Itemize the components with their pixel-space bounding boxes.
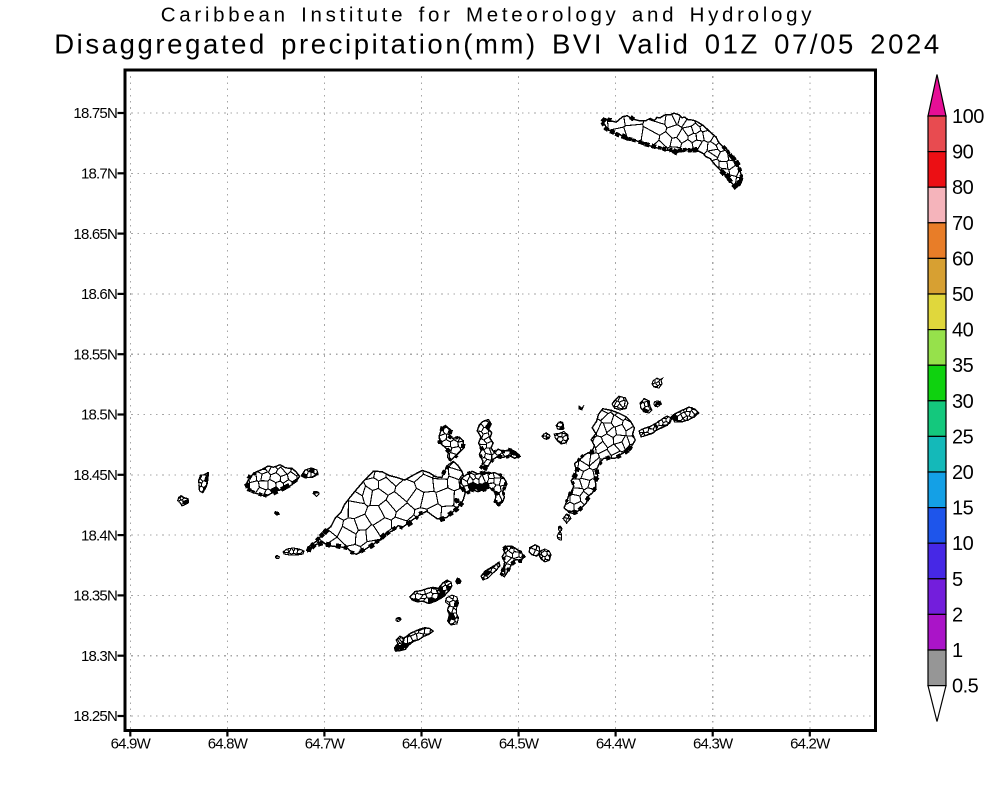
svg-text:18.75N: 18.75N [73, 105, 117, 122]
svg-text:18.35N: 18.35N [73, 588, 117, 605]
svg-text:64.9W: 64.9W [111, 736, 152, 753]
svg-text:64.3W: 64.3W [693, 736, 734, 753]
svg-text:64.7W: 64.7W [305, 736, 346, 753]
svg-text:60: 60 [952, 248, 974, 270]
svg-text:50: 50 [952, 284, 974, 306]
svg-text:18.4N: 18.4N [81, 527, 117, 544]
svg-text:18.3N: 18.3N [81, 648, 117, 665]
svg-text:Disaggregated precipitation(mm: Disaggregated precipitation(mm) BVI Vali… [54, 29, 942, 60]
svg-text:64.4W: 64.4W [596, 736, 637, 753]
svg-text:18.55N: 18.55N [73, 346, 117, 363]
svg-text:25: 25 [952, 426, 974, 448]
svg-text:40: 40 [952, 320, 974, 342]
svg-text:30: 30 [952, 391, 974, 413]
svg-text:18.25N: 18.25N [73, 708, 117, 725]
svg-text:90: 90 [952, 142, 974, 164]
svg-text:1: 1 [952, 640, 963, 662]
svg-text:20: 20 [952, 462, 974, 484]
svg-text:64.5W: 64.5W [499, 736, 540, 753]
svg-text:64.6W: 64.6W [402, 736, 443, 753]
svg-text:18.45N: 18.45N [73, 467, 117, 484]
svg-text:15: 15 [952, 498, 974, 520]
svg-text:2: 2 [952, 604, 963, 626]
svg-text:0.5: 0.5 [952, 676, 979, 698]
svg-text:64.2W: 64.2W [790, 736, 831, 753]
svg-text:10: 10 [952, 533, 974, 555]
svg-text:80: 80 [952, 177, 974, 199]
svg-text:18.65N: 18.65N [73, 226, 117, 243]
svg-text:70: 70 [952, 213, 974, 235]
svg-text:5: 5 [952, 569, 963, 591]
svg-text:18.7N: 18.7N [81, 166, 117, 183]
svg-text:35: 35 [952, 355, 974, 377]
svg-text:18.5N: 18.5N [81, 407, 117, 424]
svg-text:Caribbean Institute for Meteor: Caribbean Institute for Meteorology and … [161, 4, 815, 27]
svg-text:64.8W: 64.8W [208, 736, 249, 753]
svg-text:18.6N: 18.6N [81, 286, 117, 303]
svg-text:100: 100 [952, 106, 984, 128]
